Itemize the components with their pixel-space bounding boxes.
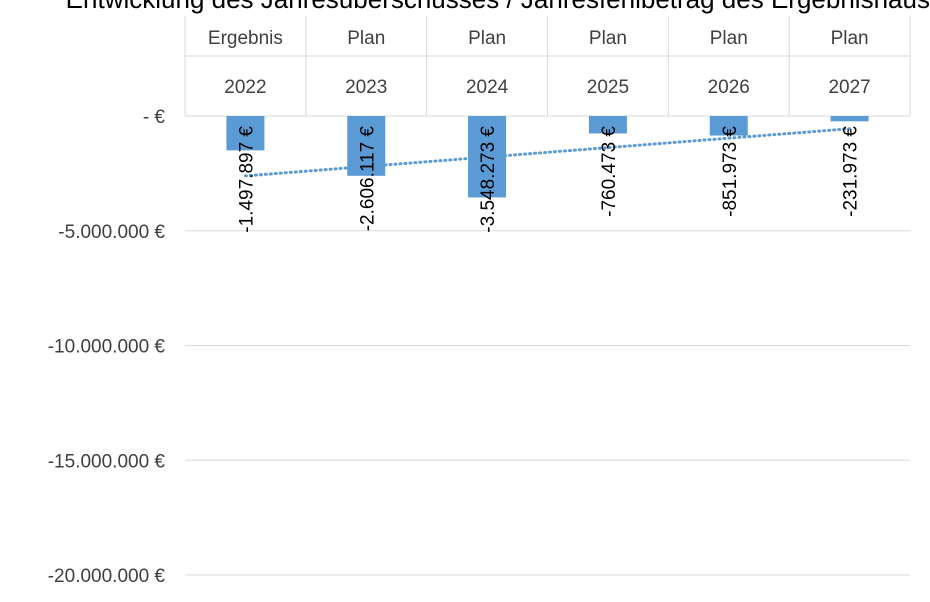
y-tick-label: -10.000.000 € [48,337,166,358]
category-year-label: 2025 [587,77,629,98]
data-label: -760.473 € [599,126,620,217]
category-label: Plan [589,28,627,49]
chart-title: Entwicklung des Jahresüberschusses / Jah… [66,0,930,14]
category-label: Plan [347,28,385,49]
category-label: Plan [710,28,748,49]
y-tick-label: -20.000.000 € [48,566,166,587]
category-year-label: 2026 [708,77,750,98]
bar [709,116,748,136]
category-year-label: 2023 [345,77,387,98]
data-label: -1.497.897 € [236,126,257,233]
category-label: Ergebnis [208,28,283,49]
category-year-label: 2022 [224,77,266,98]
category-label: Plan [831,28,869,49]
category-label: Plan [468,28,506,49]
category-year-label: 2024 [466,77,509,98]
bar [588,116,627,134]
bar [830,116,869,122]
bar [226,116,265,151]
y-tick-label: -15.000.000 € [48,451,166,472]
trendline [243,127,852,178]
y-tick-label: - € [143,107,166,128]
data-label: -851.973 € [720,126,741,217]
data-label: -2.606.117 € [357,126,378,232]
data-label: -231.973 € [841,126,862,217]
category-year-label: 2027 [828,77,870,98]
y-tick-label: -5.000.000 € [58,222,165,243]
data-label: -3.548.273 € [478,126,499,233]
